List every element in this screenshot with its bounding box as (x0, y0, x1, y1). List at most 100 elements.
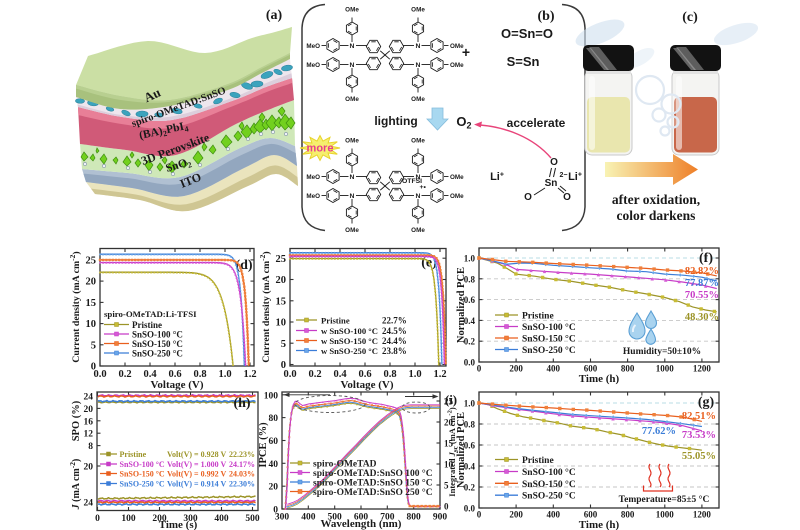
svg-text:Li+: Li+ (490, 171, 504, 183)
svg-text:48.30%: 48.30% (685, 312, 719, 323)
svg-text:after oxidation,: after oxidation, (612, 192, 700, 207)
svg-text:82.51%: 82.51% (682, 411, 716, 422)
svg-text:700: 700 (380, 513, 395, 523)
svg-text:0.6: 0.6 (358, 369, 371, 380)
svg-text:24: 24 (84, 499, 94, 509)
svg-text:Normalized PCE: Normalized PCE (456, 412, 467, 488)
svg-text:400: 400 (301, 513, 316, 523)
svg-text:0.2: 0.2 (118, 369, 131, 380)
svg-text:15: 15 (276, 296, 287, 307)
svg-text:N: N (350, 193, 355, 200)
svg-text:OTFSI: OTFSI (402, 178, 422, 185)
svg-text:OMe: OMe (345, 96, 359, 103)
svg-text:S=Sn: S=Sn (507, 54, 540, 69)
svg-text:OMe: OMe (345, 7, 359, 14)
svg-text:N: N (416, 62, 421, 69)
svg-text:25: 25 (276, 254, 287, 265)
svg-text:0.6: 0.6 (464, 441, 476, 451)
svg-text:0.8: 0.8 (193, 369, 206, 380)
svg-text:24.03%: 24.03% (229, 470, 255, 479)
svg-text:accelerate: accelerate (507, 116, 566, 130)
svg-text:MeO: MeO (306, 62, 320, 69)
svg-text:200: 200 (509, 510, 523, 520)
svg-text:22.7%: 22.7% (382, 316, 407, 326)
svg-text:Pristine: Pristine (120, 450, 147, 459)
svg-text:0.8: 0.8 (383, 369, 396, 380)
svg-text:0.8: 0.8 (464, 274, 476, 284)
svg-text:Li+: Li+ (568, 171, 582, 183)
svg-text:300: 300 (183, 514, 198, 524)
svg-text:0.6: 0.6 (168, 369, 181, 380)
svg-text:25: 25 (444, 397, 454, 407)
svg-text:SnSO-150 °C: SnSO-150 °C (120, 470, 165, 479)
svg-text:70.55%: 70.55% (685, 290, 719, 301)
svg-text:lighting: lighting (374, 114, 417, 128)
svg-text:300: 300 (275, 513, 290, 523)
svg-text:600: 600 (584, 510, 598, 520)
svg-text:1200: 1200 (693, 364, 712, 374)
svg-text:N: N (350, 62, 355, 69)
svg-text:12: 12 (84, 430, 94, 440)
svg-text:80: 80 (269, 414, 279, 424)
svg-text:Time (s): Time (s) (159, 519, 198, 530)
svg-text:10: 10 (86, 319, 97, 330)
svg-text:20: 20 (276, 275, 287, 286)
svg-text:73.53%: 73.53% (682, 430, 716, 441)
svg-text:0.2: 0.2 (308, 369, 321, 380)
svg-text:(f): (f) (699, 251, 713, 266)
svg-text:800: 800 (621, 510, 635, 520)
svg-text:Temperature=85±5 °C: Temperature=85±5 °C (619, 494, 710, 505)
svg-text:400: 400 (214, 514, 229, 524)
svg-text:100: 100 (264, 391, 279, 401)
svg-text:800: 800 (621, 364, 635, 374)
svg-text:0.4: 0.4 (143, 369, 157, 380)
svg-text:MeO: MeO (306, 193, 320, 200)
svg-text:O: O (563, 192, 571, 203)
svg-text:Volt(V) = 0.914 V: Volt(V) = 0.914 V (167, 480, 226, 489)
svg-text:+•: +• (420, 184, 427, 191)
svg-text:Pristine: Pristine (522, 456, 554, 466)
svg-text:0.2: 0.2 (464, 483, 476, 493)
svg-text:OMe: OMe (411, 227, 425, 234)
svg-text:(h): (h) (233, 396, 250, 411)
svg-text:spiro-OMeTAD:SnSO 100 °C: spiro-OMeTAD:SnSO 100 °C (313, 468, 433, 479)
svg-text:MeO: MeO (306, 43, 320, 50)
svg-text:Humidity=50±10%: Humidity=50±10% (623, 347, 701, 357)
svg-text:55.05%: 55.05% (682, 451, 716, 462)
svg-text:Sn: Sn (545, 178, 558, 189)
svg-text:w SnSO-100 °C: w SnSO-100 °C (321, 326, 378, 336)
svg-text:900: 900 (433, 513, 448, 523)
svg-text:Current density (mA cm-2): Current density (mA cm-2) (68, 251, 82, 362)
svg-text:0: 0 (91, 362, 96, 373)
svg-text:8: 8 (88, 442, 93, 452)
svg-text:SnSO-100 °C: SnSO-100 °C (522, 322, 576, 333)
svg-text:22.30%: 22.30% (229, 480, 255, 489)
svg-text:20: 20 (86, 277, 97, 288)
svg-text:Voltage (V): Voltage (V) (150, 379, 203, 391)
svg-text:0.0: 0.0 (283, 369, 296, 380)
svg-text:1000: 1000 (656, 364, 675, 374)
svg-text:+: + (462, 44, 470, 60)
svg-text:0.0: 0.0 (464, 358, 476, 368)
svg-text:0: 0 (95, 514, 100, 524)
svg-text:2−: 2− (560, 172, 568, 179)
svg-text:5: 5 (281, 339, 286, 350)
svg-text:0.8: 0.8 (464, 420, 476, 430)
svg-text:SnSO-250 °C: SnSO-250 °C (522, 491, 576, 502)
svg-text:0.0: 0.0 (464, 504, 476, 514)
svg-text:Au: Au (141, 85, 162, 106)
svg-text:SnSO-250 °C: SnSO-250 °C (120, 480, 165, 489)
svg-text:spiro-OMeTAD:SnSO 150 °C: spiro-OMeTAD:SnSO 150 °C (313, 478, 433, 489)
svg-text:w SnSO-150 °C: w SnSO-150 °C (321, 336, 378, 346)
svg-text:(c): (c) (682, 10, 698, 25)
svg-text:0.4: 0.4 (464, 462, 476, 472)
svg-text:(g): (g) (698, 395, 715, 410)
svg-text:Volt(V) = 0.992 V: Volt(V) = 0.992 V (167, 470, 226, 479)
svg-text:1.2: 1.2 (433, 369, 446, 380)
svg-text:O: O (550, 157, 558, 168)
svg-text:600: 600 (584, 364, 598, 374)
svg-text:SnSO-100 °C: SnSO-100 °C (132, 330, 183, 340)
svg-text:SnSO-250 °C: SnSO-250 °C (522, 345, 576, 356)
svg-text:0.0: 0.0 (93, 369, 106, 380)
svg-text:SPO (%): SPO (%) (71, 400, 82, 441)
